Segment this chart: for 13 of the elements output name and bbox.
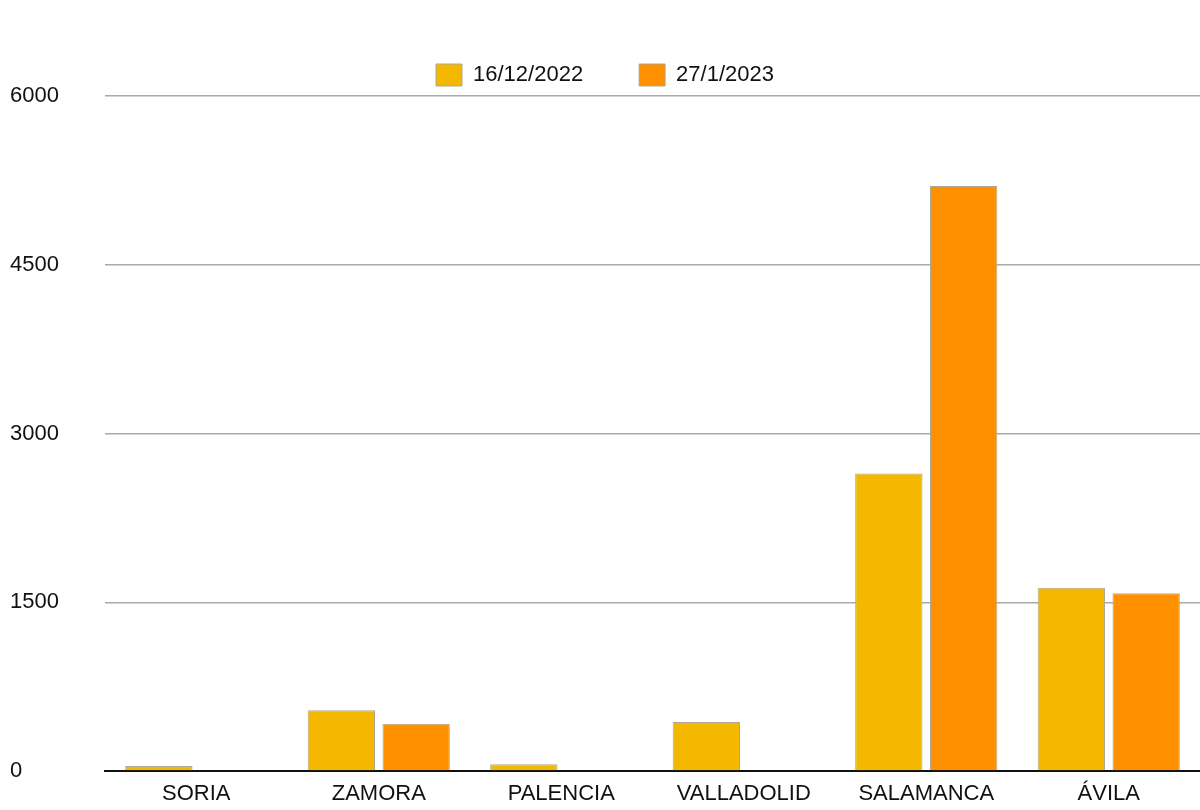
- x-tick-label: SALAMANCA: [858, 780, 995, 806]
- x-tick-label: PALENCIA: [507, 780, 616, 806]
- y-tick-label: 4500: [10, 250, 59, 276]
- x-tick-label: SORIA: [162, 780, 231, 806]
- legend-label: 27/1/2023: [676, 61, 774, 87]
- y-tick-label: 6000: [10, 82, 59, 108]
- x-tick-label: ÁVILA: [1077, 780, 1141, 806]
- y-tick-label: 3000: [10, 419, 59, 445]
- x-tick-label: VALLADOLID: [676, 780, 811, 806]
- x-tick-label: ZAMORA: [331, 780, 427, 806]
- legend-label: 16/12/2022: [473, 61, 584, 87]
- y-tick-label: 1500: [10, 588, 59, 614]
- y-tick-label: 0: [10, 757, 23, 783]
